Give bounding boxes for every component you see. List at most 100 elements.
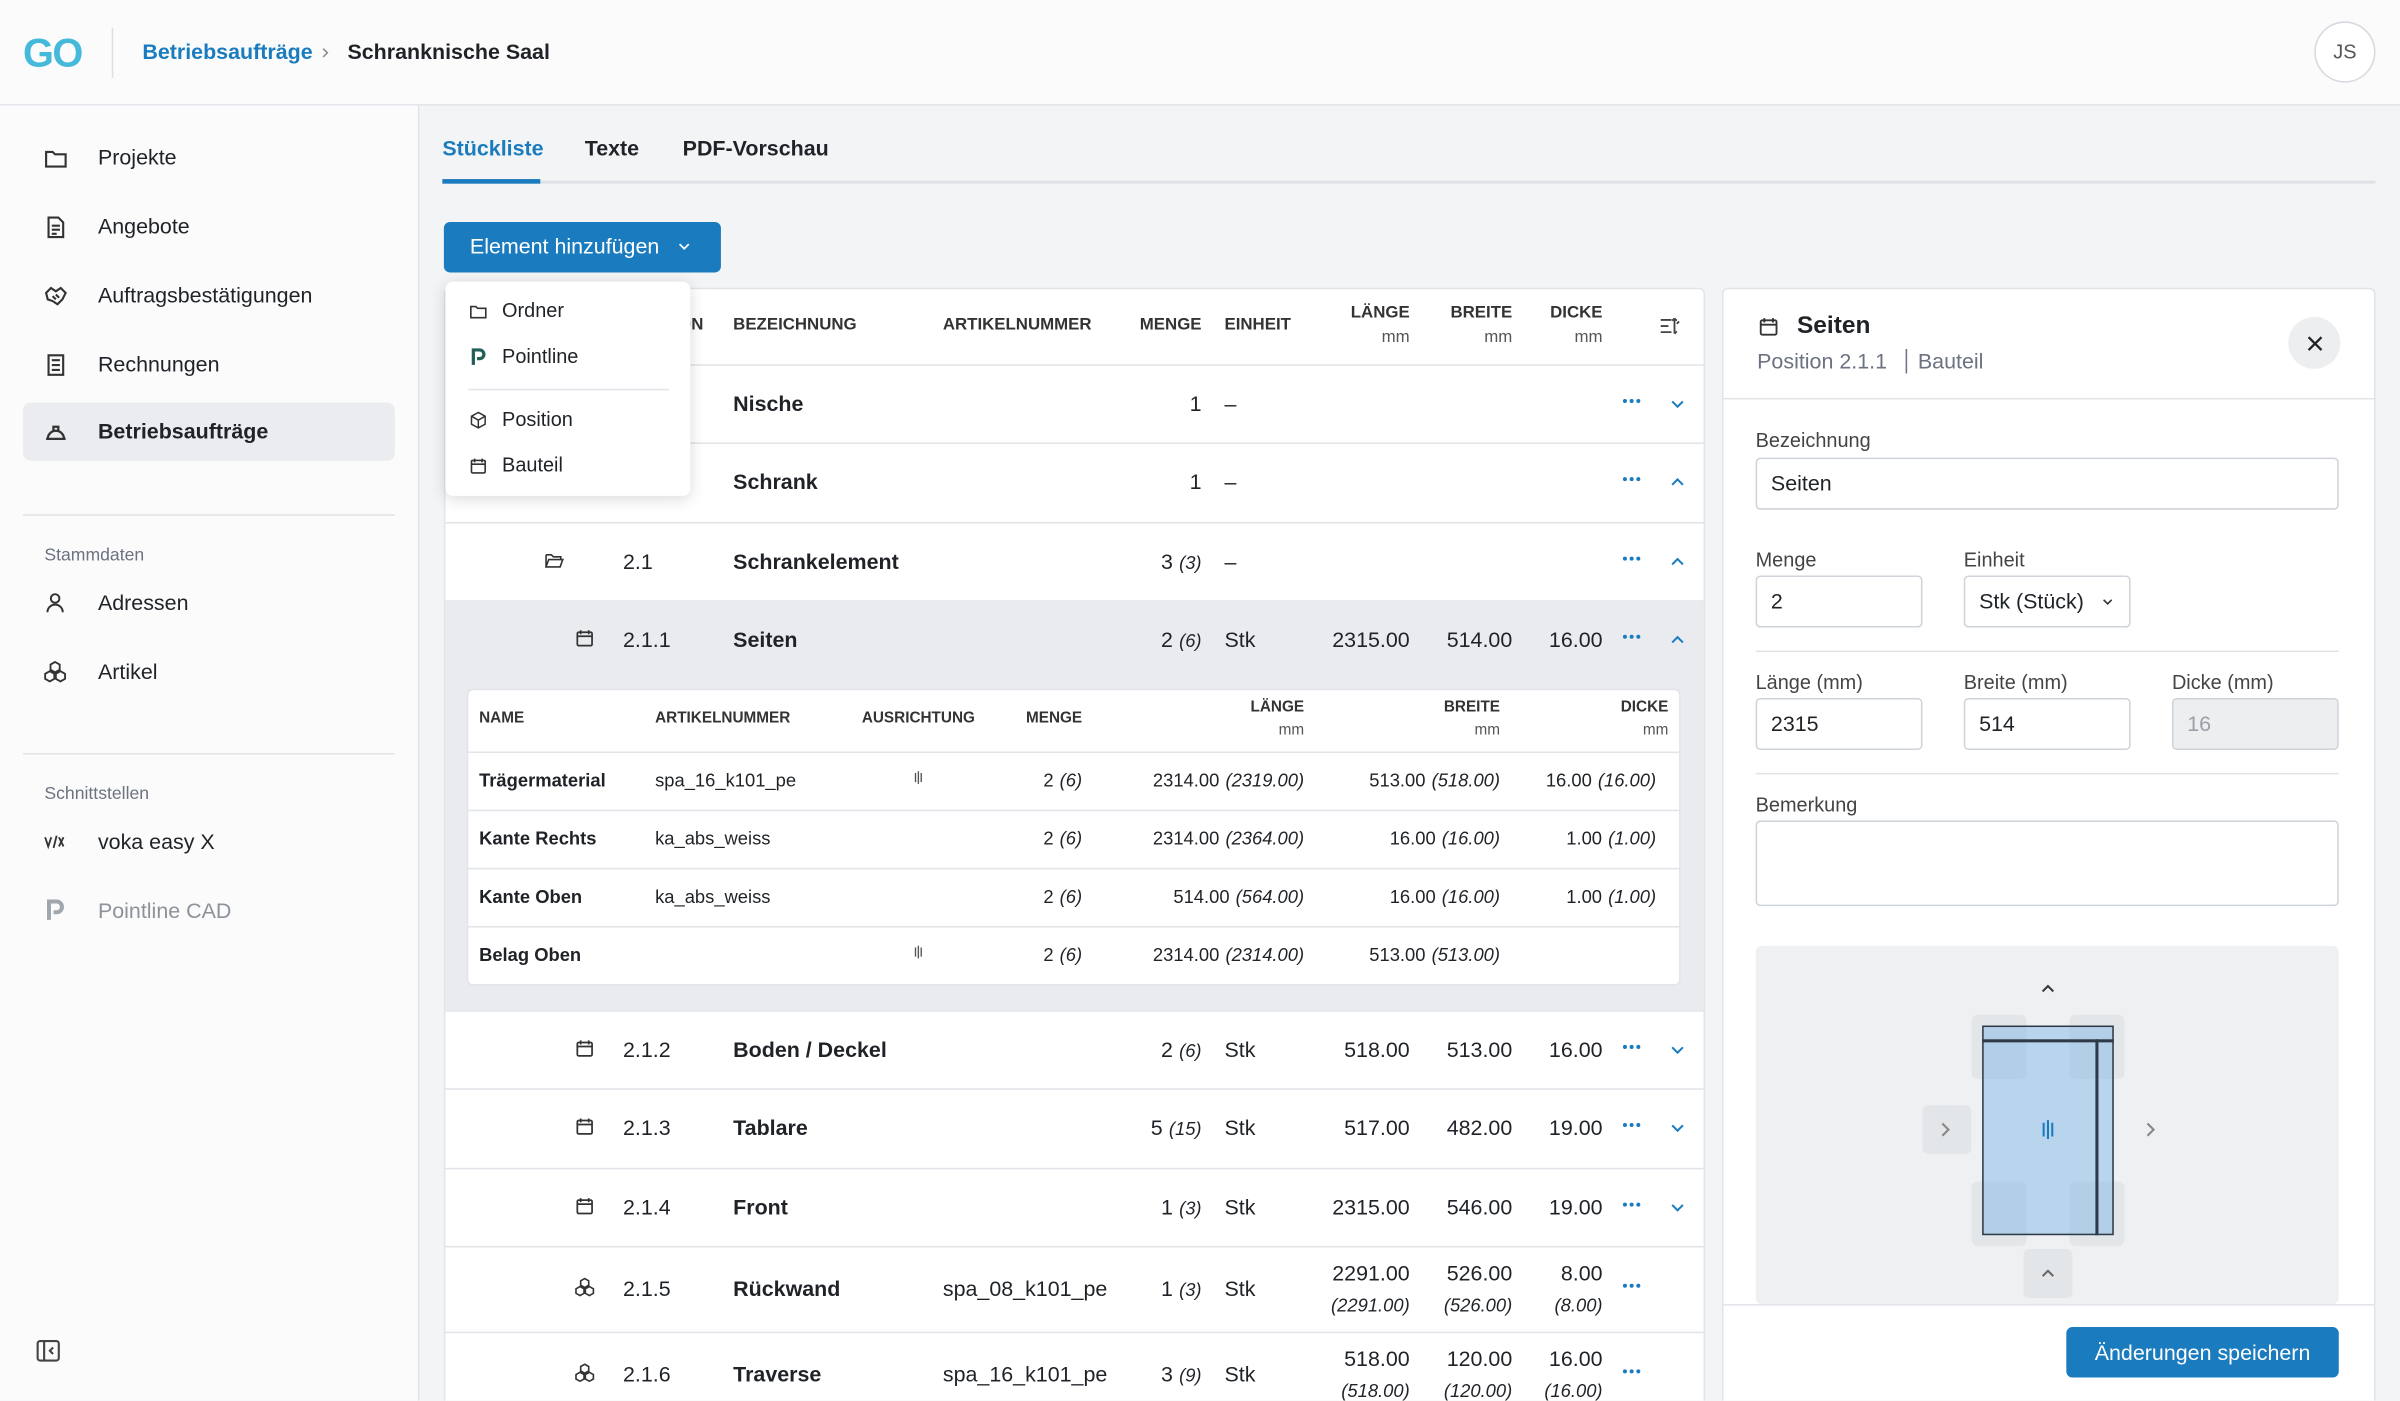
input[interactable]	[1755, 575, 1923, 628]
sub-quantity: 2 (6)	[1043, 944, 1082, 966]
nav-item[interactable]: Betriebsaufträge	[97, 418, 269, 444]
dropdown-item[interactable]: Pointline	[502, 344, 579, 368]
icon-chev	[321, 47, 328, 57]
icon-dots[interactable]	[1621, 1035, 1642, 1056]
icon-cubes	[575, 1277, 595, 1297]
icon-chev[interactable]	[1933, 1117, 1957, 1141]
dimension: 513.00	[1446, 1036, 1513, 1061]
sub-dimension: 16.00 (16.00)	[1390, 886, 1500, 908]
icon-dots[interactable]	[1621, 625, 1642, 646]
icon-part	[1636, 633, 1641, 638]
dimension-total: (513.00)	[1431, 944, 1500, 966]
icon-collapse[interactable]	[34, 1337, 60, 1363]
icon-down[interactable]	[1667, 1039, 1688, 1060]
dimension-total: (518.00)	[1341, 1380, 1410, 1401]
icon-up[interactable]	[2037, 1263, 2058, 1284]
icon-dots[interactable]	[1621, 1193, 1642, 1214]
icon-part	[1636, 1283, 1641, 1288]
tab[interactable]: Stückliste	[442, 135, 544, 161]
quantity: 2 (6)	[1161, 1036, 1202, 1062]
icon-part	[1671, 1203, 1684, 1211]
dimension: 482.00	[1446, 1115, 1513, 1140]
preview-btn[interactable]	[1922, 1105, 1972, 1155]
icon-up	[2041, 984, 2055, 993]
unit: –	[1224, 390, 1237, 415]
row-divider	[445, 442, 1704, 444]
dimension-total: (2364.00)	[1225, 827, 1305, 850]
icon-down[interactable]	[1667, 1196, 1688, 1217]
dropdown-item[interactable]: Ordner	[502, 298, 564, 322]
tab[interactable]: PDF-Vorschau	[682, 135, 829, 161]
position: 2.1.4	[622, 1194, 671, 1219]
nav-item[interactable]: Adressen	[97, 590, 189, 615]
icon-helmet	[45, 424, 65, 440]
quantity-total: (3)	[1179, 1197, 1202, 1219]
input[interactable]	[1755, 697, 1923, 750]
position: 2.1	[622, 548, 653, 573]
nav-item[interactable]: Projekte	[97, 144, 177, 170]
field-label: Breite (mm)	[1963, 670, 2068, 694]
column-header: LÄNGE	[1350, 303, 1410, 323]
quantity-total: (6)	[1179, 629, 1202, 651]
icon-part	[1671, 1124, 1684, 1133]
quantity-total: (9)	[1179, 1364, 1202, 1387]
icon-dots[interactable]	[1621, 1361, 1642, 1382]
add-button[interactable]	[443, 221, 721, 273]
icon-part	[44, 835, 65, 850]
sub-dimension: 16.00 (16.00)	[1546, 770, 1656, 792]
sub-column-header: NAME	[479, 710, 525, 728]
input[interactable]	[1755, 457, 2339, 510]
quantity-total: (6)	[1059, 827, 1083, 850]
sub-name: Kante Oben	[479, 885, 583, 908]
field-label: Bezeichnung	[1755, 428, 1871, 452]
nav-active-bg	[22, 402, 395, 461]
icon-down[interactable]	[1667, 393, 1688, 414]
nav-item[interactable]: Artikel	[97, 659, 158, 684]
icon-chev[interactable]	[2138, 1117, 2162, 1141]
tab[interactable]: Texte	[584, 135, 640, 161]
dimension-value: 513.00	[1369, 769, 1426, 792]
nav-item[interactable]: Auftragsbestätigungen	[97, 282, 313, 308]
icon-folder	[44, 150, 66, 167]
icon-dots[interactable]	[1621, 1114, 1642, 1135]
icon-dots[interactable]	[1621, 390, 1642, 411]
icon-up[interactable]	[1667, 628, 1688, 649]
icon-part	[1629, 1044, 1634, 1049]
preview-btn[interactable]	[2023, 1248, 2073, 1298]
icon-down[interactable]	[1667, 1117, 1688, 1138]
icon-dots[interactable]	[1621, 547, 1642, 568]
name: Tablare	[733, 1115, 808, 1140]
dimension-total: (1.00)	[1608, 827, 1657, 850]
quantity-value: 3	[1161, 548, 1173, 573]
icon-grain	[2042, 1120, 2054, 1140]
quantity: 1	[1190, 390, 1202, 416]
icon-part	[1622, 398, 1627, 403]
input[interactable]	[1963, 575, 2131, 628]
dimension-total: (526.00)	[1443, 1294, 1513, 1317]
dropdown-item[interactable]: Position	[502, 407, 573, 431]
row-divider	[445, 1245, 1704, 1248]
save-button[interactable]	[2066, 1327, 2339, 1378]
dropdown-item[interactable]: Bauteil	[502, 453, 563, 477]
icon-cal	[576, 1197, 593, 1214]
avatar[interactable]	[2314, 21, 2376, 83]
icon-dots[interactable]	[1621, 1275, 1642, 1296]
icon-cubes	[44, 660, 66, 683]
icon-part	[1636, 477, 1641, 482]
icon-dots[interactable]	[1621, 468, 1642, 489]
position: 2.1.1	[622, 626, 671, 651]
input[interactable]	[1755, 820, 2339, 907]
nav-item[interactable]: voka easy X	[97, 828, 215, 854]
icon-cols[interactable]	[1658, 314, 1682, 338]
nav-item[interactable]: Pointline CAD	[97, 897, 232, 923]
icon-up[interactable]	[1667, 550, 1688, 571]
icon-up[interactable]	[1667, 471, 1688, 492]
nav-item[interactable]: Angebote	[97, 213, 190, 239]
nav-item[interactable]: Rechnungen	[97, 351, 220, 376]
icon-down	[678, 243, 690, 250]
input[interactable]	[1963, 697, 2131, 750]
icon-part	[577, 1118, 593, 1126]
dimension-value: 16.00	[1389, 827, 1436, 850]
icon-close[interactable]	[2303, 331, 2326, 354]
breadcrumb-link[interactable]: Betriebsaufträge	[142, 39, 313, 64]
